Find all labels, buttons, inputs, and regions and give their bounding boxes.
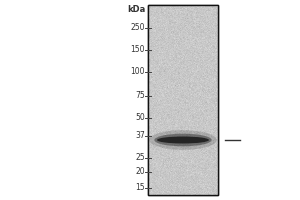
Text: 20: 20: [135, 168, 145, 176]
Ellipse shape: [157, 136, 209, 144]
Ellipse shape: [154, 134, 212, 146]
Text: 37: 37: [135, 132, 145, 140]
Bar: [148, 5, 218, 195]
Text: 250: 250: [130, 23, 145, 32]
Text: 50: 50: [135, 114, 145, 122]
Text: 150: 150: [130, 46, 145, 54]
Text: 75: 75: [135, 92, 145, 100]
Text: kDa: kDa: [127, 5, 145, 15]
Bar: [148, 5, 218, 195]
Ellipse shape: [149, 130, 217, 150]
Text: 25: 25: [135, 154, 145, 162]
Text: 15: 15: [135, 184, 145, 192]
Text: 100: 100: [130, 68, 145, 76]
